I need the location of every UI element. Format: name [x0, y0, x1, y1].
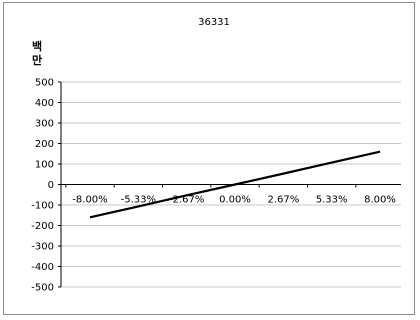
y-tick-label-5: 0	[48, 180, 54, 191]
chart-frame: 36331 백 만 500 400 300 200 100 0 -100 -200 -300 -4…	[3, 2, 415, 315]
chart-title: 36331	[198, 17, 230, 28]
x-tick-label-6: 8.00%	[364, 195, 396, 206]
y-tick-label-7: -200	[31, 221, 54, 232]
y-tick-label-0: 500	[35, 78, 54, 89]
x-tick-label-5: 5.33%	[316, 195, 348, 206]
y-tick-label-3: 200	[35, 139, 54, 150]
series-line-0	[89, 150, 381, 219]
y-tick-label-9: -400	[31, 262, 54, 273]
chart: 36331 백 만 500 400 300 200 100 0 -100 -200 -300 -4…	[31, 17, 401, 294]
plot-area: 500 400 300 200 100 0 -100 -200 -300 -400 -500 -8.0…	[31, 78, 401, 294]
x-tick-label-1: -5.33%	[121, 195, 156, 206]
y-tick-label-6: -100	[31, 201, 54, 212]
y-tick-label-8: -300	[31, 242, 54, 253]
x-tick-label-0: -8.00%	[72, 195, 107, 206]
x-tick-label-2: -2.67%	[169, 195, 204, 206]
x-tick-label-4: 2.67%	[267, 195, 299, 206]
y-tick-label-4: 100	[35, 160, 54, 171]
y-axis-label-2: 만	[32, 53, 42, 67]
y-tick-label-1: 400	[35, 98, 54, 109]
x-tick-label-3: 0.00%	[219, 195, 251, 206]
y-axis-label-1: 백	[32, 39, 42, 53]
y-tick-label-2: 300	[35, 119, 54, 130]
y-tick-label-10: -500	[31, 283, 54, 294]
